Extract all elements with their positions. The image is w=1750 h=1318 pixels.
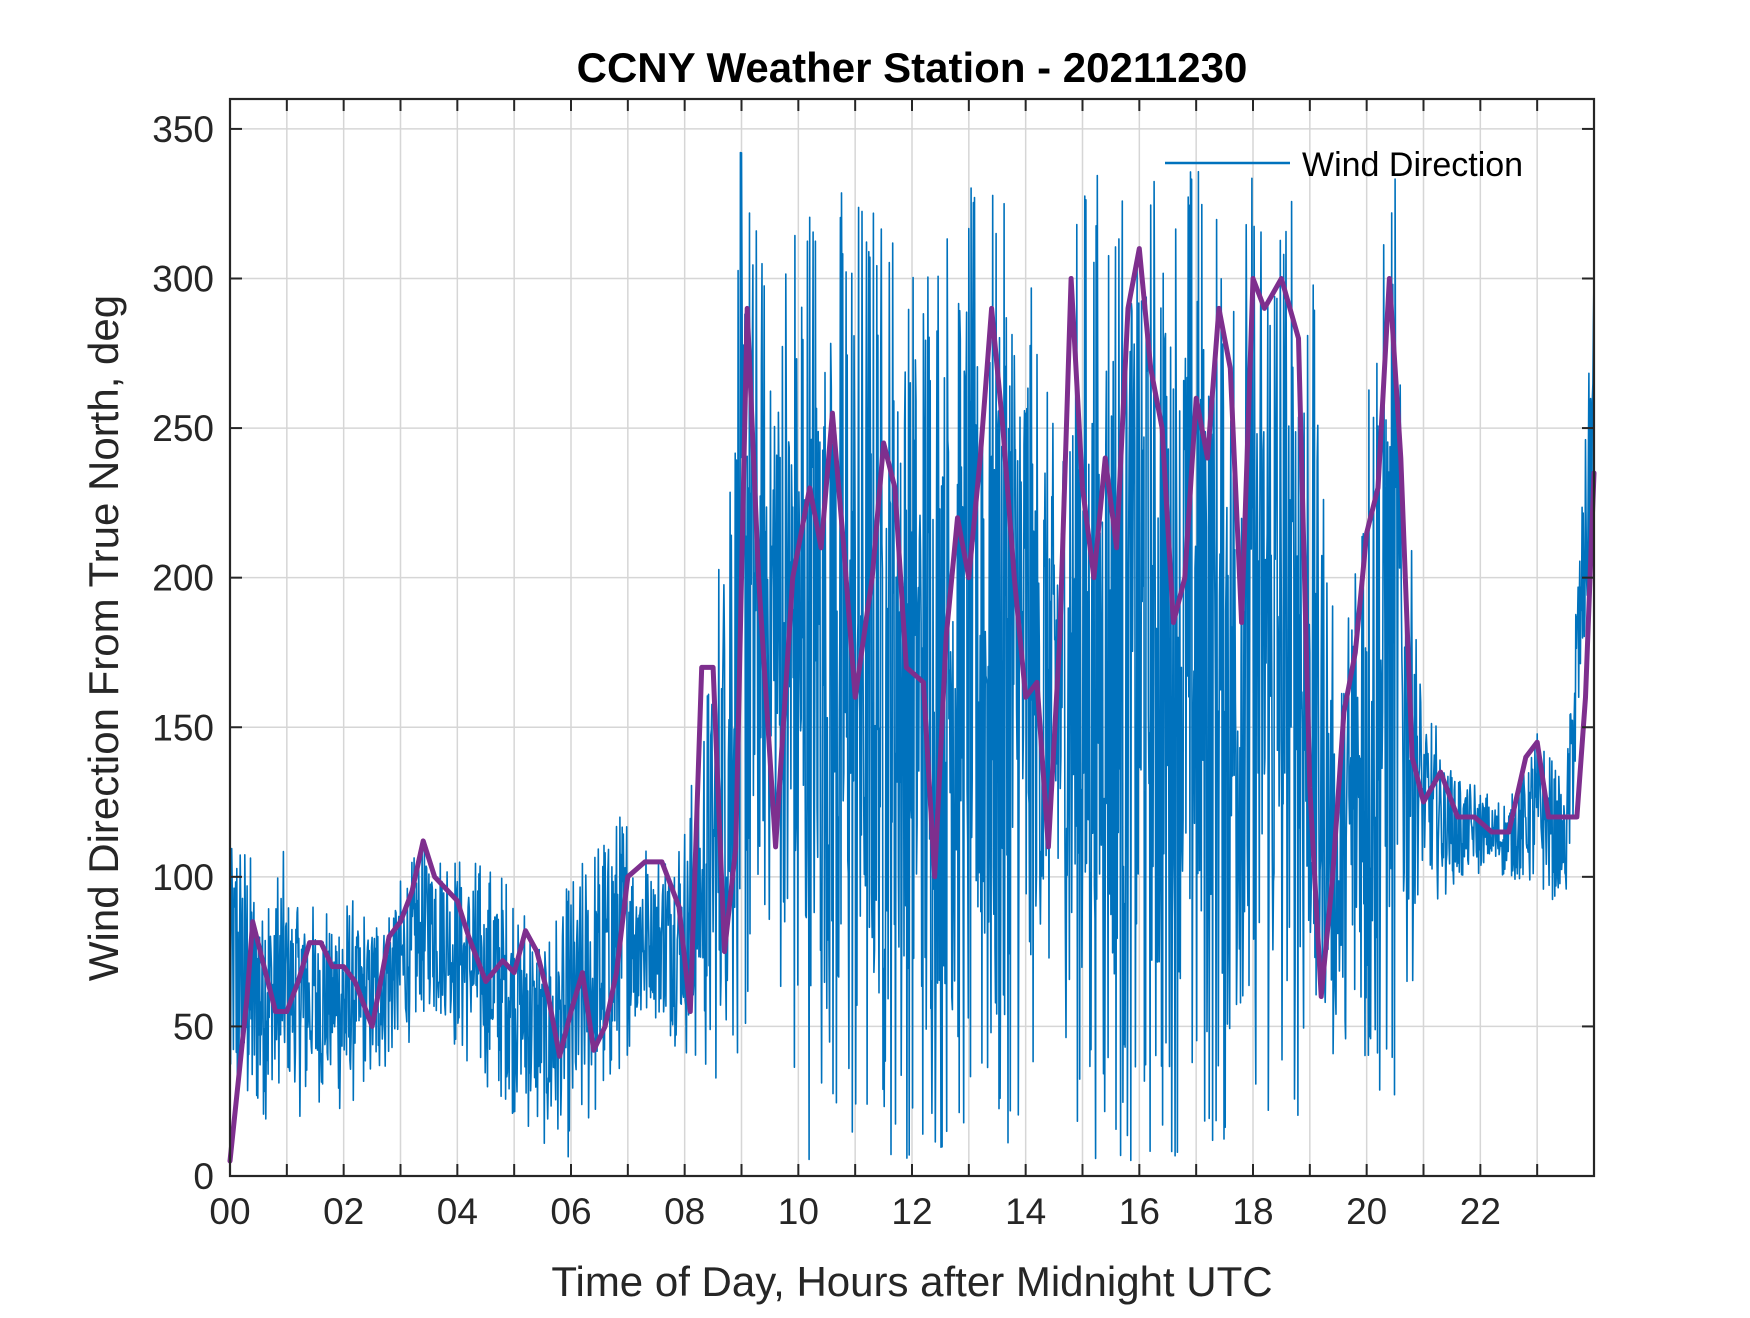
y-tick-label: 250 <box>152 408 214 449</box>
legend-wind-direction-label: Wind Direction <box>1302 146 1523 184</box>
x-tick-label: 12 <box>891 1191 932 1232</box>
x-tick-label: 08 <box>664 1191 705 1232</box>
x-tick-label: 00 <box>209 1191 250 1232</box>
y-tick-labels: 0 50 100 150 200 250 300 350 <box>152 109 214 1197</box>
data-series <box>227 151 1597 1164</box>
y-tick-label: 0 <box>193 1156 214 1197</box>
x-tick-label: 06 <box>550 1191 591 1232</box>
x-tick-label: 20 <box>1346 1191 1387 1232</box>
x-tick-label: 04 <box>437 1191 478 1232</box>
y-axis-label: Wind Direction From True North, deg <box>80 295 127 981</box>
y-tick-label: 300 <box>152 259 214 300</box>
y-tick-label: 100 <box>152 857 214 898</box>
x-tick-label: 10 <box>778 1191 819 1232</box>
x-axis-label: Time of Day, Hours after Midnight UTC <box>551 1258 1272 1305</box>
axis-ticks <box>230 99 1594 1177</box>
plot-frame <box>228 97 1596 1178</box>
x-tick-label: 22 <box>1460 1191 1501 1232</box>
y-tick-label: 200 <box>152 558 214 599</box>
y-tick-label: 350 <box>152 109 214 150</box>
chart-title: CCNY Weather Station - 20211230 <box>577 44 1248 91</box>
wind-direction-line <box>229 151 1595 1162</box>
running-average-line <box>227 246 1597 1164</box>
x-tick-label: 18 <box>1232 1191 1273 1232</box>
x-tick-label: 16 <box>1119 1191 1160 1232</box>
y-tick-label: 50 <box>173 1006 214 1047</box>
x-tick-label: 02 <box>323 1191 364 1232</box>
x-tick-labels: 00 02 04 06 08 10 12 14 16 18 20 22 <box>209 1191 1500 1232</box>
y-tick-label: 150 <box>152 707 214 748</box>
x-tick-label: 14 <box>1005 1191 1046 1232</box>
legend: Wind Direction <box>1165 146 1523 184</box>
